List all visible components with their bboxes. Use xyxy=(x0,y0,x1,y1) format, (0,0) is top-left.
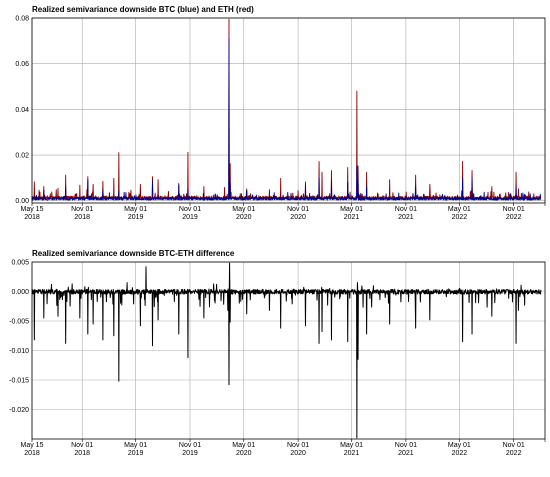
y-tick-label: -0.005 xyxy=(9,319,29,326)
x-tick-label: Nov 01 xyxy=(71,206,93,213)
x-tick-label: Nov 01 xyxy=(287,442,309,449)
x-tick-label: Nov 01 xyxy=(395,206,417,213)
x-tick-label-year: 2022 xyxy=(452,450,468,457)
x-tick-label: Nov 01 xyxy=(395,442,417,449)
y-tick-label: 0.04 xyxy=(15,107,29,114)
y-tick-label: 0.08 xyxy=(15,16,29,23)
y-tick-label: -0.015 xyxy=(9,378,29,385)
x-tick-label-year: 2020 xyxy=(236,450,252,457)
y-axis-ticks: 0.005 0.000 -0.005 -0.010 -0.015 -0.020 xyxy=(9,260,29,415)
x-tick-label-year: 2020 xyxy=(290,450,306,457)
x-tick-label: May 01 xyxy=(124,206,147,213)
x-tick-label: Nov 01 xyxy=(179,206,201,213)
x-tick-label-year: 2019 xyxy=(128,450,144,457)
x-tick-label-year: 2022 xyxy=(506,450,522,457)
x-tick-label: Nov 01 xyxy=(503,442,525,449)
x-tick-label: May 01 xyxy=(232,206,255,213)
y-tick-label: 0.06 xyxy=(15,61,29,68)
x-tick-label-year: 2021 xyxy=(344,214,360,221)
x-tick-label-year: 2018 xyxy=(24,214,40,221)
x-tick-label-year: 2020 xyxy=(236,214,252,221)
x-tick-label-year: 2022 xyxy=(506,214,522,221)
x-tick-label: May 01 xyxy=(448,206,471,213)
series-line-btc-eth-difference xyxy=(31,262,542,439)
series-lines xyxy=(31,262,542,439)
x-tick-label-year: 2021 xyxy=(398,214,414,221)
x-tick-label: May 01 xyxy=(124,442,147,449)
x-tick-label: May 01 xyxy=(448,442,471,449)
x-tick-label-year: 2019 xyxy=(182,214,198,221)
x-tick-label: Nov 01 xyxy=(287,206,309,213)
x-tick-label: May 15 xyxy=(21,206,44,213)
x-tick-label: Nov 01 xyxy=(71,442,93,449)
x-tick-label: May 15 xyxy=(21,442,44,449)
difference-panel: Realized semivariance downside BTC-ETH d… xyxy=(9,249,546,457)
x-tick-label: Nov 01 xyxy=(503,206,525,213)
x-tick-label-year: 2021 xyxy=(344,450,360,457)
x-tick-label: May 01 xyxy=(340,442,363,449)
y-tick-label: -0.010 xyxy=(9,348,29,355)
chart-title: Realized semivariance downside BTC (blue… xyxy=(32,5,254,14)
x-tick-label: May 01 xyxy=(232,442,255,449)
plot-frame xyxy=(31,261,546,440)
x-tick-label-year: 2022 xyxy=(452,214,468,221)
chart-title: Realized semivariance downside BTC-ETH d… xyxy=(32,249,235,258)
plot-frame xyxy=(31,17,546,204)
y-tick-label: 0.00 xyxy=(15,198,29,205)
semivariance-panel: Realized semivariance downside BTC (blue… xyxy=(15,5,546,221)
y-axis-ticks: 0.00 0.02 0.04 0.06 0.08 xyxy=(15,16,29,206)
y-tick-label: -0.020 xyxy=(9,407,29,414)
x-tick-label-year: 2018 xyxy=(74,214,90,221)
x-tick-label-year: 2019 xyxy=(182,450,198,457)
grid-lines xyxy=(31,17,545,203)
grid-lines xyxy=(31,261,545,439)
series-line-btc xyxy=(31,38,542,201)
x-tick-label-year: 2021 xyxy=(398,450,414,457)
series-lines xyxy=(31,18,542,201)
x-tick-label-year: 2020 xyxy=(290,214,306,221)
x-tick-label: Nov 01 xyxy=(179,442,201,449)
x-tick-label: May 01 xyxy=(340,206,363,213)
y-tick-label: 0.005 xyxy=(11,260,29,267)
y-tick-label: 0.000 xyxy=(11,289,29,296)
y-tick-label: 0.02 xyxy=(15,153,29,160)
x-tick-label-year: 2018 xyxy=(74,450,90,457)
x-tick-label-year: 2019 xyxy=(128,214,144,221)
x-tick-label-year: 2018 xyxy=(24,450,40,457)
